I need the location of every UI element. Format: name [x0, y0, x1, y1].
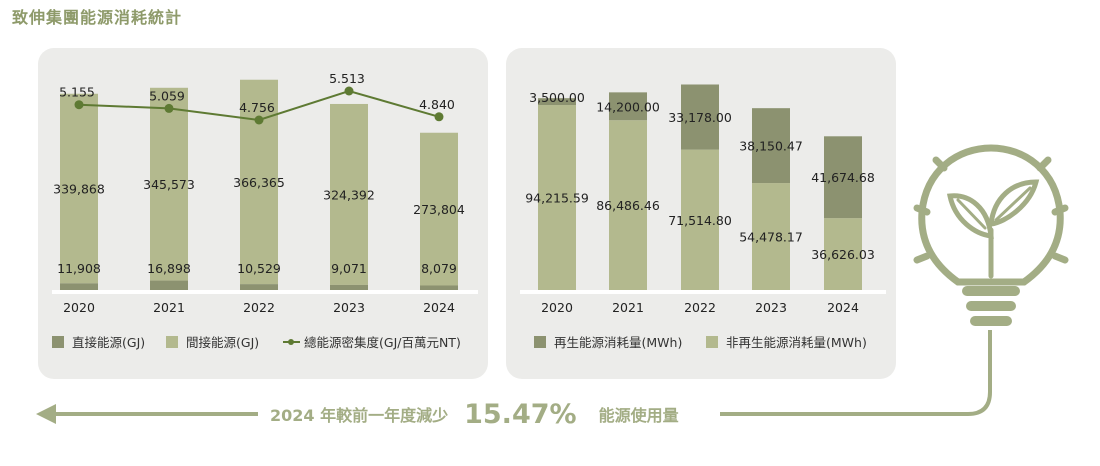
- legend-label-indirect: 間接能源(GJ): [186, 335, 259, 350]
- legend-swatch-indirect: [166, 336, 178, 348]
- legend-label-nonrenewable: 非再生能源消耗量(MWh): [726, 335, 867, 350]
- bar-renewable: [609, 92, 647, 121]
- legend-swatch-nonrenewable: [706, 336, 718, 348]
- indirect-energy-label: 366,365: [233, 175, 285, 190]
- renewable-label: 38,150.47: [739, 139, 803, 154]
- x-tick-label: 2021: [612, 300, 644, 315]
- bar-indirect-energy: [150, 87, 188, 281]
- intensity-label: 5.155: [59, 85, 95, 100]
- indirect-energy-label: 345,573: [143, 177, 195, 192]
- bar-direct-energy: [240, 284, 278, 290]
- nonrenewable-label: 36,626.03: [811, 247, 875, 262]
- bar-nonrenewable: [538, 105, 576, 290]
- bar-direct-energy: [60, 283, 98, 290]
- x-tick-label: 2024: [423, 300, 455, 315]
- energy-gj-chart: 339,868 11,908 2020 345,573 16,898 2021 366,36…: [52, 71, 478, 350]
- intensity-label: 4.756: [239, 100, 275, 115]
- intensity-point: [344, 86, 354, 96]
- legend-swatch-renewable: [534, 336, 546, 348]
- intensity-label: 5.059: [149, 88, 185, 103]
- summary-percent: 15.47%: [464, 398, 577, 430]
- legend-swatch-dot: [288, 339, 294, 345]
- x-tick-label: 2022: [684, 300, 716, 315]
- bar-nonrenewable: [681, 149, 719, 290]
- bar-indirect-energy: [330, 103, 368, 285]
- bar-indirect-energy: [240, 79, 278, 285]
- bar-direct-energy: [420, 285, 458, 290]
- x-tick-label: 2020: [541, 300, 573, 315]
- intensity-point: [164, 103, 174, 113]
- bulb-cord: [967, 330, 992, 416]
- x-tick-label: 2022: [243, 300, 275, 315]
- x-tick-label: 2024: [827, 300, 859, 315]
- bar-direct-energy: [150, 280, 188, 290]
- x-axis-line: [520, 290, 886, 294]
- intensity-point: [254, 115, 264, 125]
- nonrenewable-label: 54,478.17: [739, 230, 803, 245]
- bar-nonrenewable: [752, 183, 790, 290]
- x-tick-label: 2023: [755, 300, 787, 315]
- x-tick-label: 2023: [333, 300, 365, 315]
- direct-energy-label: 16,898: [147, 261, 191, 276]
- intensity-label: 5.513: [329, 71, 365, 86]
- indirect-energy-label: 273,804: [413, 202, 465, 217]
- intensity-point: [74, 100, 84, 110]
- direct-energy-label: 8,079: [421, 261, 457, 276]
- nonrenewable-label: 94,215.59: [525, 191, 589, 206]
- x-tick-label: 2021: [153, 300, 185, 315]
- indirect-energy-label: 324,392: [323, 187, 375, 202]
- bar-renewable: [538, 98, 576, 106]
- renewable-label: 33,178.00: [668, 110, 732, 125]
- x-tick-label: 2020: [63, 300, 95, 315]
- legend-label-intensity: 總能源密集度(GJ/百萬元NT): [304, 335, 461, 350]
- summary-suffix: 能源使用量: [598, 406, 679, 425]
- summary-prefix: 2024 年較前一年度減少: [270, 406, 449, 425]
- renewable-label: 14,200.00: [596, 99, 660, 114]
- energy-mwh-chart: 94,215.59 3,500.00 2020 86,486.46 14,200.00 2…: [520, 84, 886, 350]
- direct-energy-label: 11,908: [57, 261, 101, 276]
- bar-direct-energy: [330, 284, 368, 290]
- indirect-energy-label: 339,868: [53, 182, 105, 197]
- intensity-point: [434, 112, 444, 122]
- energy-mwh-chart-panel: 94,215.59 3,500.00 2020 86,486.46 14,200.00 2…: [506, 48, 896, 379]
- intensity-label: 4.840: [419, 97, 455, 112]
- direct-energy-label: 9,071: [331, 261, 367, 276]
- renewable-label: 3,500.00: [529, 90, 585, 105]
- bar-renewable: [752, 108, 790, 184]
- bar-renewable: [824, 136, 862, 219]
- legend-label-renewable: 再生能源消耗量(MWh): [554, 335, 682, 350]
- bar-indirect-energy: [60, 93, 98, 284]
- page-title: 致伸集團能源消耗統計: [12, 8, 183, 27]
- x-axis-line: [52, 290, 478, 294]
- legend-label-direct: 直接能源(GJ): [72, 335, 145, 350]
- renewable-label: 41,674.68: [811, 170, 875, 185]
- legend-swatch-direct: [52, 336, 64, 348]
- direct-energy-label: 10,529: [237, 261, 281, 276]
- nonrenewable-label: 86,486.46: [596, 198, 660, 213]
- bar-renewable: [681, 84, 719, 150]
- bar-indirect-energy: [420, 132, 458, 286]
- bar-nonrenewable: [824, 218, 862, 290]
- arrow-head-icon: [36, 404, 56, 424]
- summary-text: 2024 年較前一年度減少 15.47% 能源使用量: [270, 398, 679, 430]
- nonrenewable-label: 71,514.80: [668, 213, 732, 228]
- energy-gj-chart-panel: 339,868 11,908 2020 345,573 16,898 2021 366,36…: [38, 48, 488, 379]
- bar-nonrenewable: [609, 120, 647, 290]
